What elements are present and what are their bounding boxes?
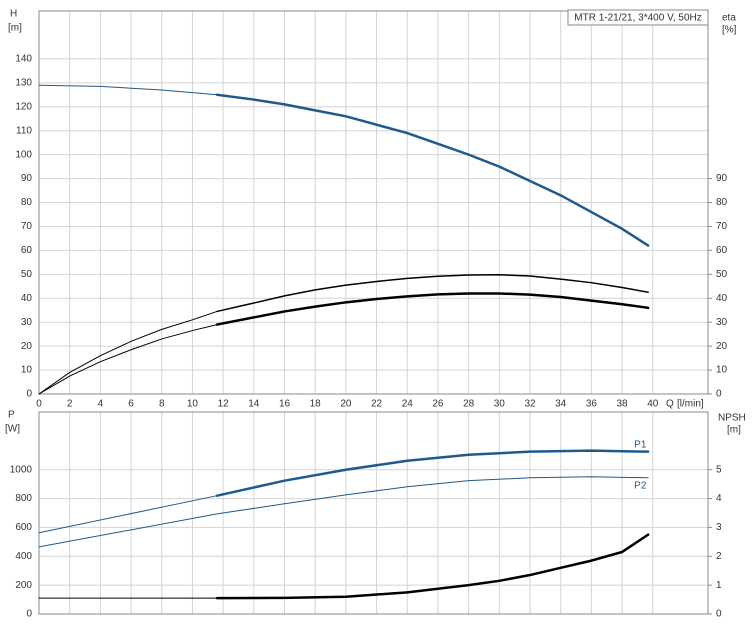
curve xyxy=(215,292,650,326)
y-tick-label: 120 xyxy=(15,101,32,112)
y-tick-label: 10 xyxy=(21,365,33,376)
y-tick-label: 100 xyxy=(15,149,32,160)
x-tick-label: 24 xyxy=(402,399,414,410)
y-tick-label: 600 xyxy=(15,522,32,533)
y2-tick-label: 20 xyxy=(716,341,728,352)
y2-tick-label: 90 xyxy=(716,173,728,184)
y2-tick-label: 40 xyxy=(716,293,728,304)
y-axis-unit: [W] xyxy=(5,424,20,435)
y-tick-label: 200 xyxy=(15,580,32,591)
x-tick-label: 6 xyxy=(128,399,134,410)
x-tick-label: 4 xyxy=(98,399,104,410)
x-tick-label: 32 xyxy=(524,399,536,410)
y-axis-unit: [m] xyxy=(8,23,22,34)
title-box xyxy=(567,9,709,26)
y2-tick-label: 4 xyxy=(716,493,722,504)
x-axis-label: Q xyxy=(666,399,674,410)
y-tick-label: 130 xyxy=(15,77,32,88)
y2-tick-label: 80 xyxy=(716,197,728,208)
y-tick-label: 80 xyxy=(21,197,33,208)
curve xyxy=(216,274,649,313)
y2-tick-label: 5 xyxy=(716,464,722,475)
curve xyxy=(215,93,650,247)
plot-frame xyxy=(38,10,709,395)
y2-tick-label: 10 xyxy=(716,365,728,376)
y2-tick-label: 70 xyxy=(716,221,728,232)
y2-tick-label: 0 xyxy=(716,389,722,400)
plot-frame xyxy=(38,411,709,615)
curve xyxy=(38,324,218,395)
y-axis-label: H xyxy=(10,9,17,20)
x-tick-label: 34 xyxy=(555,399,567,410)
x-tick-label: 36 xyxy=(586,399,598,410)
y2-tick-label: 0 xyxy=(716,609,722,620)
x-tick-label: 28 xyxy=(463,399,475,410)
y-tick-label: 800 xyxy=(15,493,32,504)
y2-axis-unit: [m] xyxy=(727,425,741,436)
y2-tick-label: 1 xyxy=(716,580,722,591)
y2-tick-label: 2 xyxy=(716,551,722,562)
y-tick-label: 20 xyxy=(21,341,33,352)
y-tick-label: 0 xyxy=(26,609,32,620)
y2-tick-label: 30 xyxy=(716,317,728,328)
y-tick-label: 50 xyxy=(21,269,33,280)
y-tick-label: 110 xyxy=(16,125,32,136)
x-tick-label: 10 xyxy=(187,399,199,410)
y-axis-label: P xyxy=(8,410,15,421)
x-tick-label: 20 xyxy=(340,399,352,410)
curve xyxy=(38,476,649,548)
y2-tick-label: 60 xyxy=(716,245,728,256)
curve xyxy=(215,449,650,497)
y-tick-label: 1000 xyxy=(10,464,33,475)
y-tick-label: 90 xyxy=(21,173,33,184)
x-tick-label: 38 xyxy=(617,399,629,410)
curve xyxy=(38,310,218,395)
x-axis-unit: [l/min] xyxy=(677,399,704,410)
y2-axis-unit: [%] xyxy=(722,25,737,36)
y-tick-label: 0 xyxy=(26,389,32,400)
y2-axis-label: NPSH xyxy=(718,413,746,424)
y2-axis-label: eta xyxy=(722,13,736,24)
x-tick-label: 12 xyxy=(218,399,230,410)
curve xyxy=(215,533,650,600)
y-tick-label: 40 xyxy=(21,293,33,304)
y2-tick-label: 3 xyxy=(716,522,722,533)
x-tick-label: 2 xyxy=(67,399,73,410)
x-tick-label: 0 xyxy=(36,399,42,410)
x-tick-label: 22 xyxy=(371,399,383,410)
chart-title: MTR 1-21/21, 3*400 V, 50Hz xyxy=(574,13,701,24)
y-tick-label: 70 xyxy=(21,221,33,232)
y-tick-label: 30 xyxy=(21,317,33,328)
y2-tick-label: 50 xyxy=(716,269,728,280)
x-tick-label: 26 xyxy=(432,399,444,410)
series-label: P1 xyxy=(634,439,647,450)
curve xyxy=(38,495,218,534)
y-tick-label: 400 xyxy=(15,551,32,562)
series-label: P2 xyxy=(634,480,647,491)
x-tick-label: 18 xyxy=(310,399,322,410)
x-tick-label: 40 xyxy=(647,399,659,410)
x-tick-label: 14 xyxy=(248,399,260,410)
y-tick-label: 140 xyxy=(15,54,32,65)
x-tick-label: 16 xyxy=(279,399,291,410)
curve xyxy=(38,84,218,96)
x-tick-label: 8 xyxy=(159,399,165,410)
y-tick-label: 60 xyxy=(21,245,33,256)
x-tick-label: 30 xyxy=(494,399,506,410)
